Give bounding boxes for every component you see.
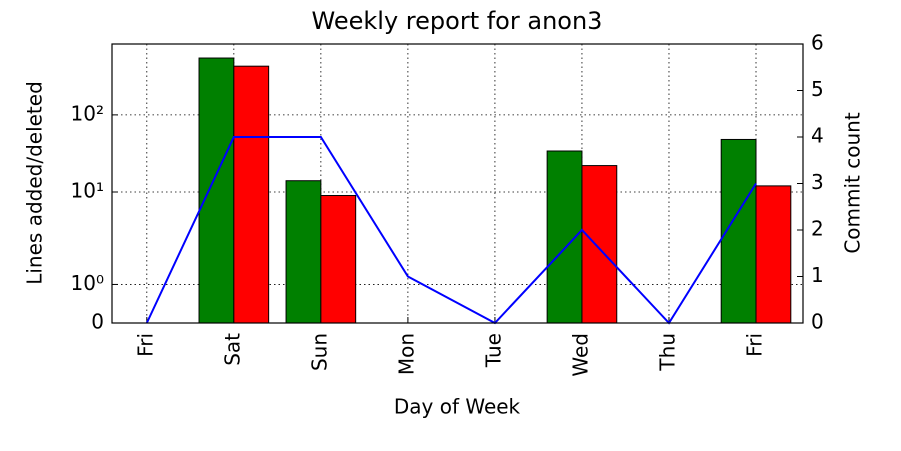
y-tick-label: 10¹ — [71, 178, 104, 202]
bar — [755, 185, 792, 324]
x-tick-label: Tue — [481, 333, 505, 368]
line — [145, 136, 757, 325]
y2-tick-label: 2 — [811, 217, 824, 241]
x-axis-label: Day of Week — [394, 395, 521, 419]
chart-title: Weekly report for anon3 — [312, 7, 603, 35]
bar — [581, 165, 618, 324]
plot-frame — [111, 43, 804, 324]
y2-axis-label: Commit count — [841, 112, 865, 254]
y-tick-label: 10² — [71, 101, 104, 125]
bar — [233, 65, 270, 324]
bar — [320, 195, 357, 324]
y-tick-label: 0 — [91, 310, 104, 334]
x-tick-label: Mon — [394, 333, 418, 375]
y2-tick-label: 1 — [811, 263, 824, 287]
bar — [198, 57, 235, 324]
bar — [285, 180, 322, 324]
x-tick-label: Thu — [655, 333, 679, 372]
x-tick-label: Wed — [568, 333, 592, 377]
y-tick-label: 10⁰ — [71, 271, 104, 295]
y2-tick-label: 3 — [811, 170, 824, 194]
x-tick-label: Fri — [743, 333, 767, 357]
y2-tick-label: 6 — [811, 31, 824, 55]
y2-tick-label: 0 — [811, 310, 824, 334]
y2-tick-label: 4 — [811, 124, 824, 148]
y-axis-label: Lines added/deleted — [23, 81, 47, 285]
x-tick-label: Fri — [133, 333, 157, 357]
y2-tick-label: 5 — [811, 77, 824, 101]
x-tick-label: Sun — [307, 333, 331, 371]
x-tick-label: Sat — [220, 333, 244, 366]
